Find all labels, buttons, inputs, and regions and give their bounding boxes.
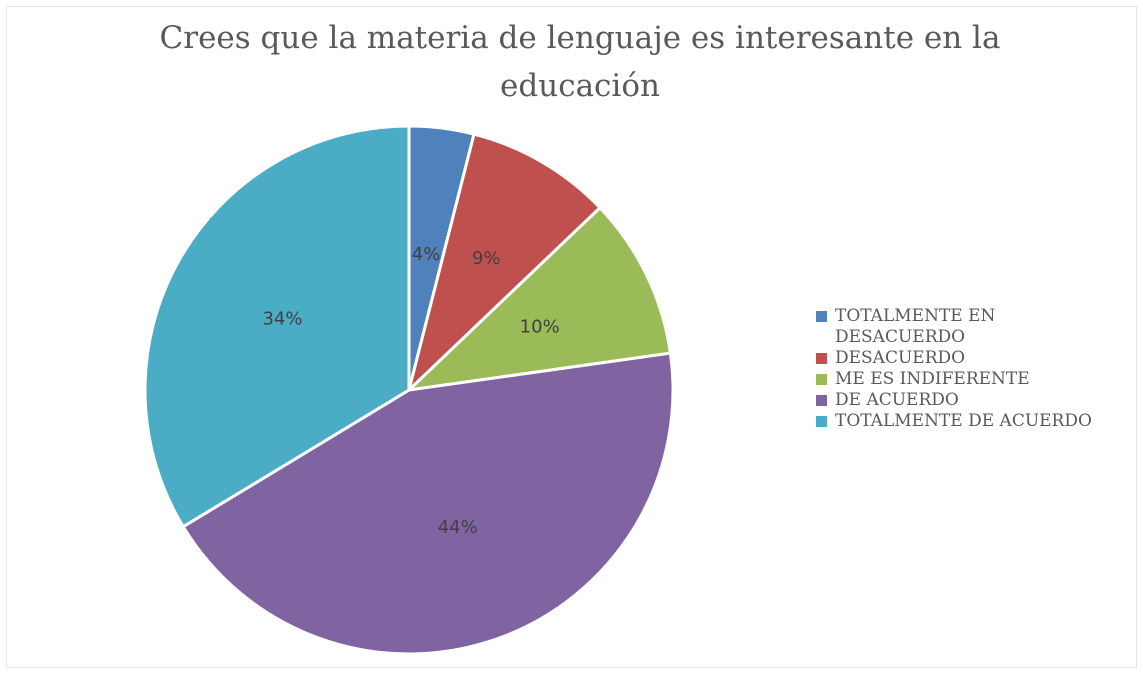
legend: TOTALMENTE EN DESACUERDO DESACUERDO ME ES … bbox=[816, 306, 1136, 432]
pie-slice-3 bbox=[404, 205, 673, 393]
legend-item-3: ME ES INDIFERENTE bbox=[816, 369, 1136, 390]
data-label-4: 44% bbox=[438, 517, 478, 538]
data-label-3: 10% bbox=[520, 317, 560, 338]
legend-label: ME ES INDIFERENTE bbox=[835, 369, 1030, 389]
pie-slice-4 bbox=[181, 351, 675, 656]
legend-swatch bbox=[816, 416, 827, 427]
legend-swatch bbox=[816, 395, 827, 406]
legend-swatch bbox=[816, 311, 827, 322]
legend-swatch bbox=[816, 353, 827, 364]
legend-label: DE ACUERDO bbox=[835, 390, 959, 410]
legend-item-4: DE ACUERDO bbox=[816, 390, 1136, 411]
pie-slice-5 bbox=[143, 124, 411, 529]
legend-label: DESACUERDO bbox=[835, 348, 966, 368]
legend-item-1: TOTALMENTE EN DESACUERDO bbox=[816, 306, 1136, 348]
pie-slice-2 bbox=[406, 132, 603, 395]
legend-swatch bbox=[816, 374, 827, 385]
chart-title: Crees que la materia de lenguaje es inte… bbox=[159, 20, 1001, 104]
legend-label: TOTALMENTE DE ACUERDO bbox=[835, 411, 1092, 431]
legend-label: TOTALMENTE EN DESACUERDO bbox=[835, 306, 996, 347]
legend-item-5: TOTALMENTE DE ACUERDO bbox=[816, 411, 1136, 432]
data-label-1: 4% bbox=[412, 244, 441, 265]
data-label-2: 9% bbox=[472, 248, 501, 269]
legend-item-2: DESACUERDO bbox=[816, 348, 1136, 369]
data-label-5: 34% bbox=[262, 309, 302, 330]
